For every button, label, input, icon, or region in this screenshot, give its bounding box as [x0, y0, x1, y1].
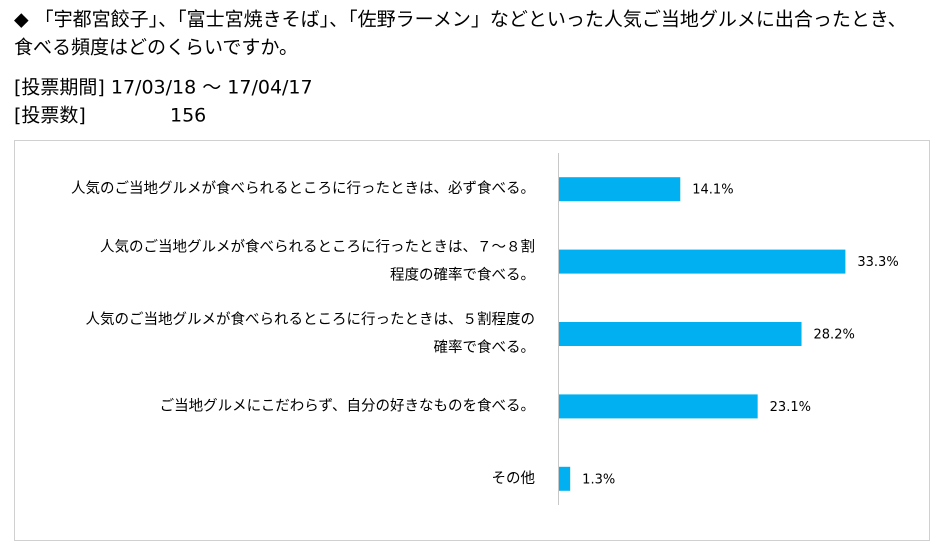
category-label: 人気のご当地グルメが食べられるところに行ったときは、７～８割 — [100, 239, 535, 256]
value-label: 1.3% — [582, 472, 615, 487]
votes-label: [投票数] — [14, 105, 86, 127]
category-label: 人気のご当地グルメが食べられるところに行ったときは、必ず食べる。 — [71, 180, 535, 197]
period: [投票期間] 17/03/18 ～ 17/04/17 — [14, 77, 313, 99]
category-label: その他 — [492, 470, 536, 487]
value-label: 33.3% — [857, 255, 898, 270]
title-line: ◆ 「宇都宮餃子」、「富士宮焼きそば」、「佐野ラーメン」などといった人気ご当地グ… — [14, 9, 907, 31]
category-label: 人気のご当地グルメが食べられるところに行ったときは、５割程度の — [86, 311, 536, 328]
value-label: 28.2% — [814, 328, 855, 343]
category-label: ご当地グルメにこだわらず、自分の好きなものを食べる。 — [160, 397, 535, 414]
category-label: 確率で食べる。 — [434, 339, 536, 356]
bar — [559, 249, 846, 274]
bar — [559, 394, 758, 419]
votes: 156 — [170, 105, 206, 127]
bar — [559, 177, 681, 202]
category-label: 程度の確率で食べる。 — [390, 267, 535, 284]
value-label: 14.1% — [692, 183, 733, 198]
bar — [559, 466, 571, 491]
chart-frame — [14, 140, 930, 541]
title-line: 食べる頻度はどのくらいですか。 — [14, 37, 298, 59]
value-label: 23.1% — [770, 400, 811, 415]
bar — [559, 322, 802, 346]
